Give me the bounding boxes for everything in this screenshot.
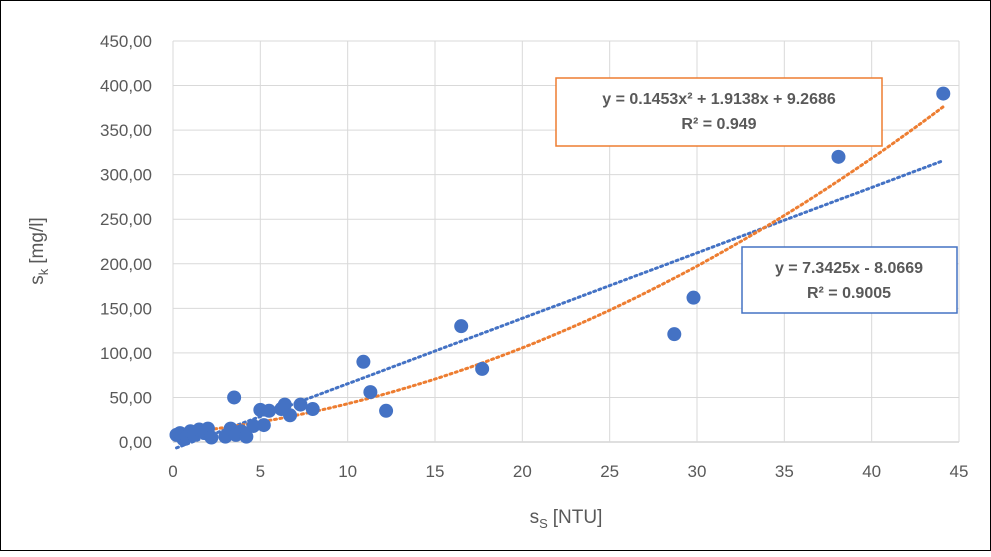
y-tick-label: 50,00	[109, 388, 152, 407]
y-tick-label: 100,00	[100, 344, 152, 363]
linear-equation: y = 7.3425x - 8.0669	[775, 260, 923, 277]
x-tick-label: 25	[600, 462, 619, 481]
y-tick-label: 200,00	[100, 255, 152, 274]
linear-equation-box	[741, 246, 958, 314]
x-tick-label: 15	[426, 462, 445, 481]
data-point	[305, 402, 320, 417]
data-point	[686, 290, 701, 305]
y-tick-label: 300,00	[100, 166, 152, 185]
y-axis-ticks: 0,00 50,00 100,00 150,00 200,00 250,00 300,00 3…	[100, 32, 152, 452]
data-point	[475, 361, 490, 376]
data-point	[227, 390, 242, 405]
data-point	[293, 397, 308, 412]
data-point	[454, 319, 469, 334]
y-tick-label: 150,00	[100, 299, 152, 318]
data-point	[363, 385, 378, 400]
data-point	[379, 403, 394, 418]
linear-r2: R² = 0.9005	[807, 285, 891, 302]
data-point	[256, 418, 271, 433]
y-tick-label: 0,00	[119, 433, 152, 452]
data-point	[936, 86, 951, 101]
polynomial-trendline	[175, 105, 945, 435]
y-tick-label: 350,00	[100, 121, 152, 140]
data-point	[262, 403, 277, 418]
x-tick-label: 0	[168, 462, 177, 481]
y-tick-label: 400,00	[100, 77, 152, 96]
data-point	[667, 327, 682, 342]
data-point	[283, 408, 298, 423]
data-point	[246, 418, 261, 433]
grid-lines	[172, 40, 960, 443]
x-tick-label: 45	[950, 462, 969, 481]
x-axis-ticks: 0 5 10 15 20 25 30 35 40 45	[168, 462, 968, 481]
x-tick-label: 35	[775, 462, 794, 481]
x-tick-label: 10	[338, 462, 357, 481]
data-point	[831, 149, 846, 164]
data-point	[277, 397, 292, 412]
y-tick-label: 250,00	[100, 210, 152, 229]
poly-r2: R² = 0.949	[681, 116, 756, 133]
y-axis-title: sk[mg/l]	[27, 217, 51, 284]
x-tick-label: 40	[862, 462, 881, 481]
data-point	[204, 430, 219, 445]
data-points	[169, 86, 951, 447]
y-tick-label: 450,00	[100, 32, 152, 51]
x-tick-label: 30	[688, 462, 707, 481]
x-axis-title: sS [NTU]	[530, 507, 603, 531]
data-point	[356, 354, 371, 369]
poly-equation-box	[555, 77, 883, 147]
x-tick-label: 5	[256, 462, 265, 481]
x-tick-label: 20	[513, 462, 532, 481]
data-point	[239, 429, 254, 444]
poly-equation: y = 0.1453x² + 1.9138x + 9.2686	[602, 91, 836, 108]
